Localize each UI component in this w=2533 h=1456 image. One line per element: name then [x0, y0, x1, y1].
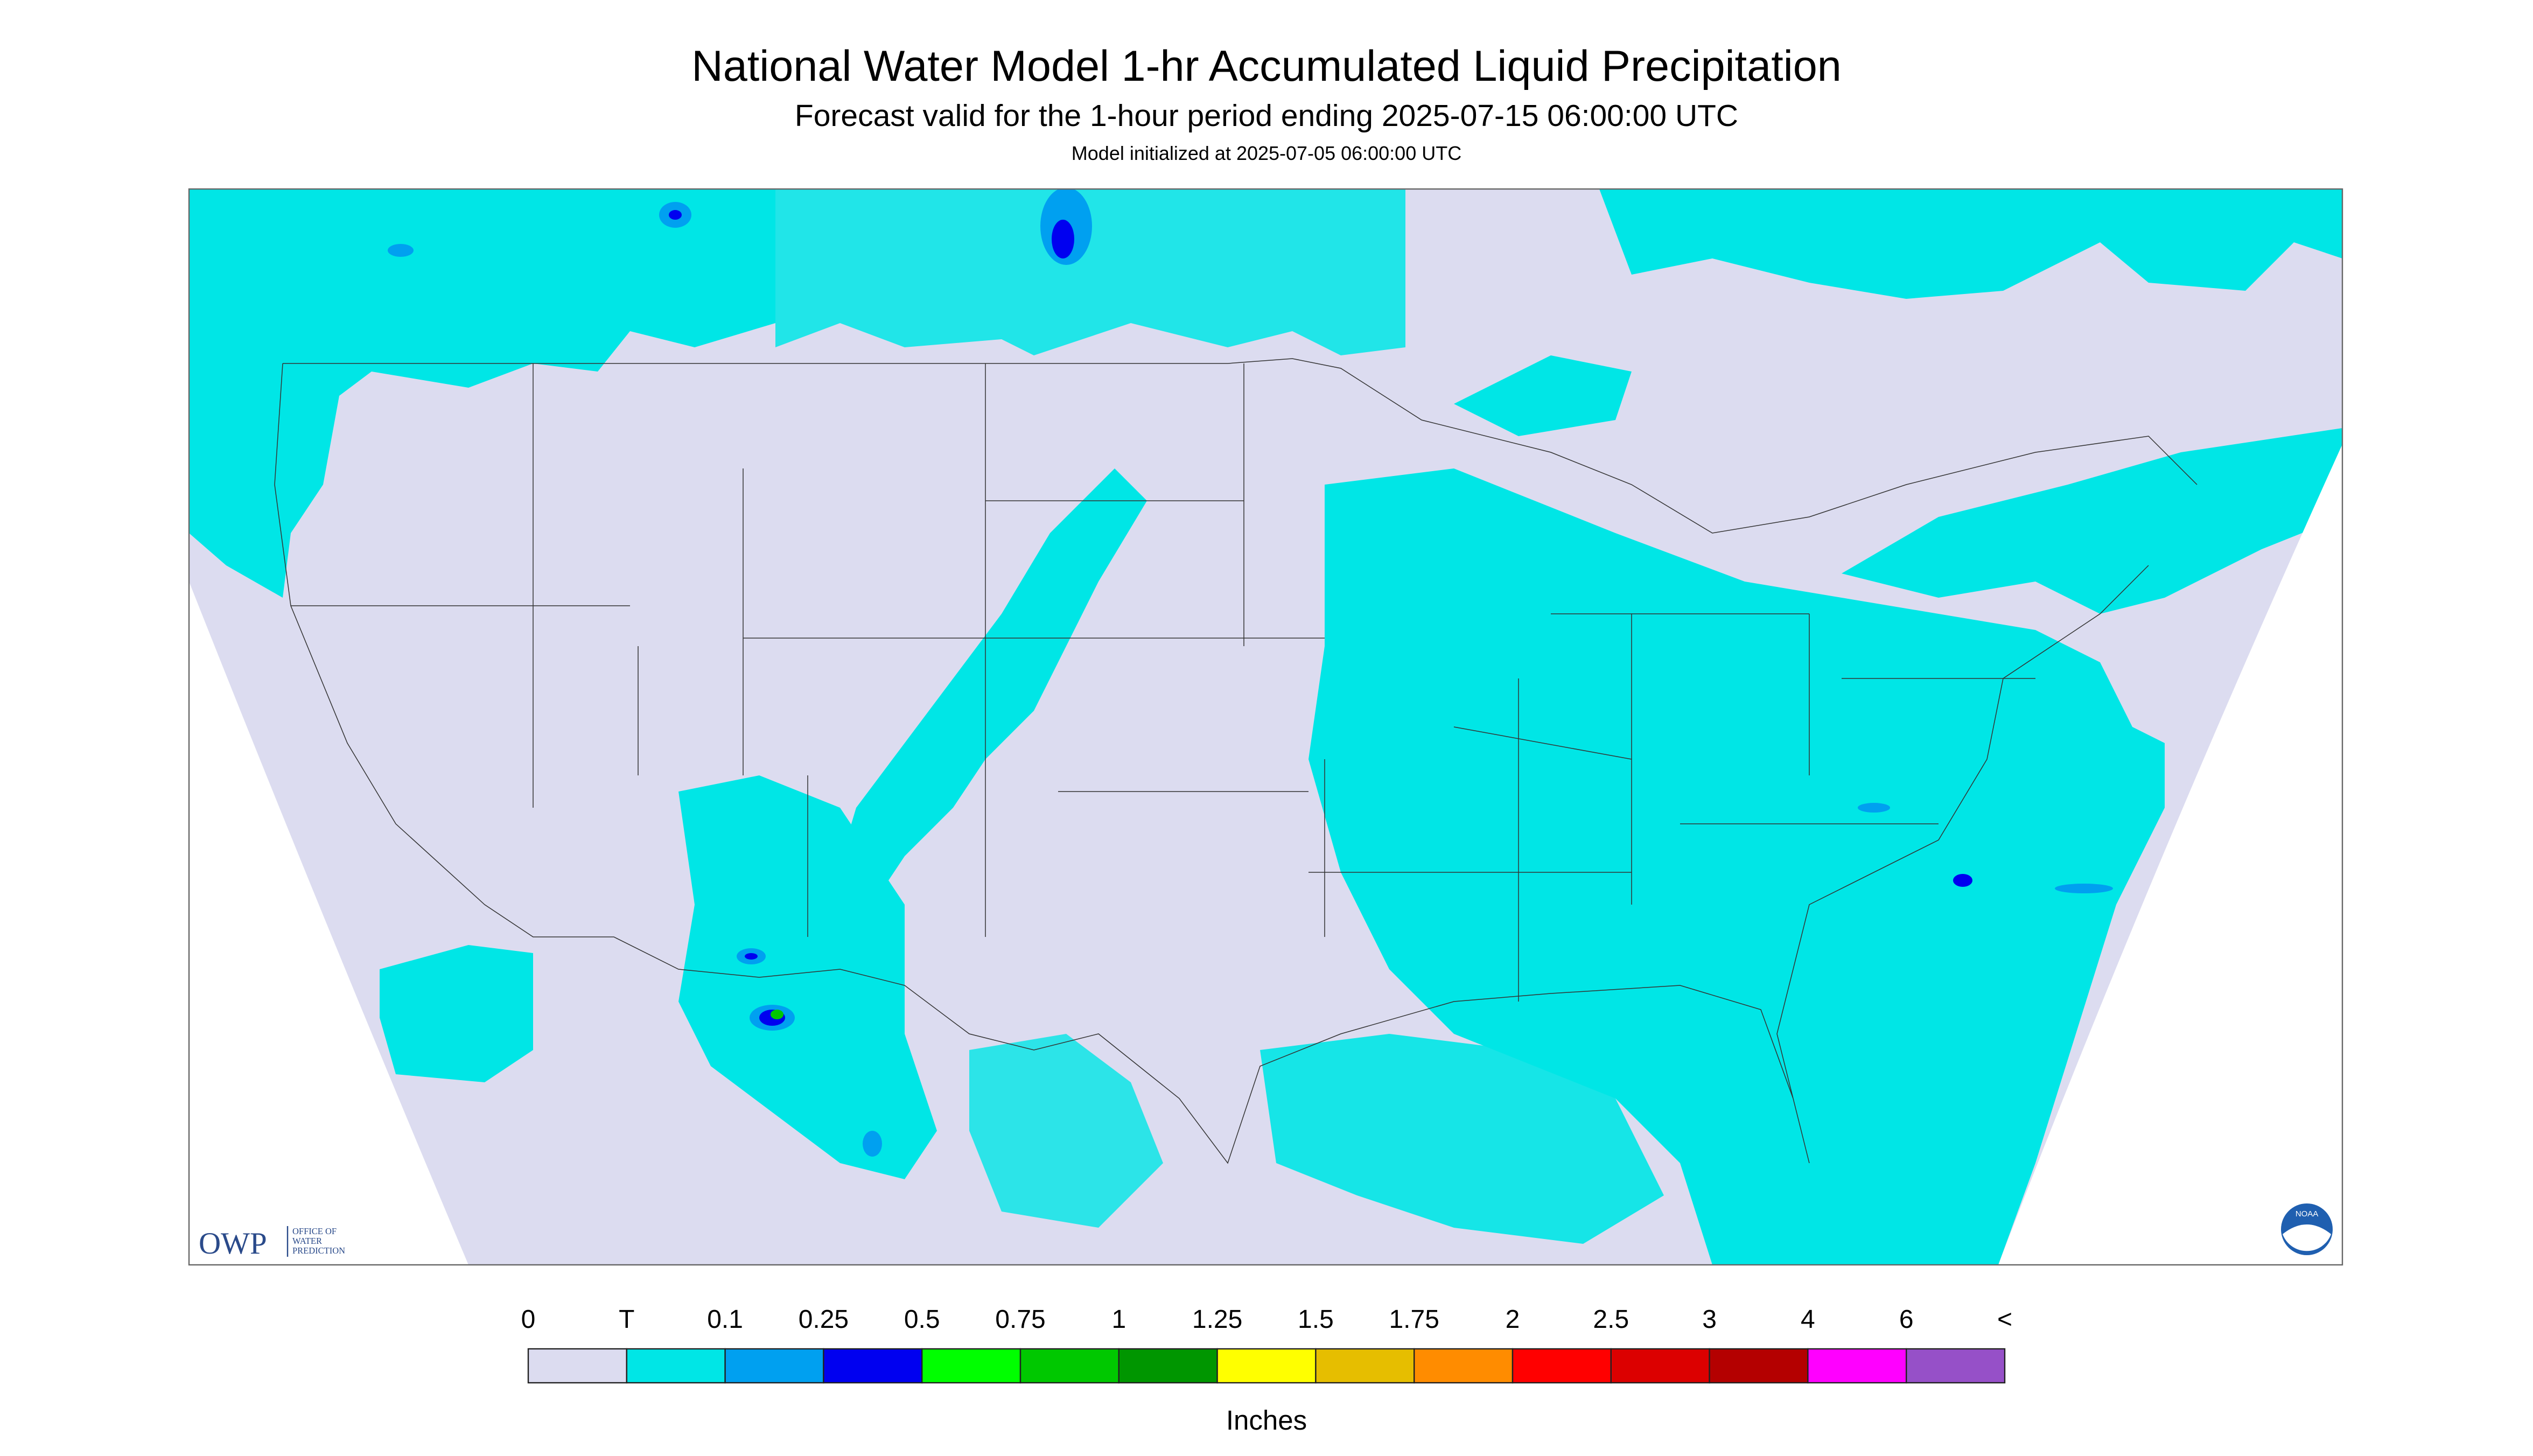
legend-label: 3: [1702, 1305, 1717, 1334]
legend-swatch: [1216, 1348, 1317, 1384]
legend-swatch: [1315, 1348, 1415, 1384]
map: OWP OFFICE OF WATER PREDICTION NOAA: [188, 188, 2343, 1266]
legend-label: 0.25: [799, 1305, 849, 1334]
legend-swatch: [1019, 1348, 1120, 1384]
title: National Water Model 1-hr Accumulated Li…: [691, 42, 1842, 90]
borders: [274, 358, 2198, 1164]
legend-swatch: [1709, 1348, 1809, 1384]
legend-unit: Inches: [1226, 1405, 1307, 1436]
legend-swatch: [1512, 1348, 1612, 1384]
legend-swatch: [1414, 1348, 1514, 1384]
owp-text: PREDICTION: [292, 1245, 345, 1256]
legend-swatch: [527, 1348, 628, 1384]
legend-label: 2: [1506, 1305, 1520, 1334]
legend-swatch: [1118, 1348, 1218, 1384]
map-frame: [188, 188, 2343, 1266]
legend-swatch: [823, 1348, 923, 1384]
legend-label: 0.5: [904, 1305, 940, 1334]
legend-label: T: [619, 1305, 634, 1334]
legend-swatch: [626, 1348, 726, 1384]
legend-swatch: [1610, 1348, 1710, 1384]
owp-text: WATER: [292, 1236, 322, 1246]
projection-edge-left: [189, 582, 468, 1265]
legend-swatch: [1807, 1348, 1907, 1384]
legend-label: 0.75: [995, 1305, 1045, 1334]
legend-label: 0.1: [707, 1305, 743, 1334]
precip-areas: [189, 189, 2342, 1265]
noaa-text: NOAA: [2296, 1209, 2319, 1219]
owp-text: OFFICE OF: [292, 1226, 337, 1236]
legend-label: 0: [521, 1305, 536, 1334]
legend-label: 2.5: [1593, 1305, 1629, 1334]
legend-label: 4: [1801, 1305, 1815, 1334]
legend-swatch: [921, 1348, 1021, 1384]
legend-label: 1.5: [1298, 1305, 1334, 1334]
legend-label: 1: [1111, 1305, 1126, 1334]
projection-edge-right: [1998, 444, 2342, 1265]
legend: Inches 0 T 0.1 0.25 0.5 0.75 1 1.25 1.5 1.75 2 2.5 3…: [521, 1305, 2012, 1436]
legend-label: 6: [1899, 1305, 1914, 1334]
heavy-precip: [388, 189, 2113, 1157]
legend-label: 1.25: [1192, 1305, 1242, 1334]
legend-label: <: [1997, 1305, 2012, 1334]
owp-logo: OWP: [199, 1227, 267, 1261]
subtitle: Forecast valid for the 1-hour period end…: [795, 99, 1738, 133]
legend-label: 1.75: [1389, 1305, 1439, 1334]
legend-swatch: [724, 1348, 824, 1384]
init-time: Model initialized at 2025-07-05 06:00:00…: [1072, 142, 1461, 164]
legend-swatch: [1905, 1348, 2006, 1384]
